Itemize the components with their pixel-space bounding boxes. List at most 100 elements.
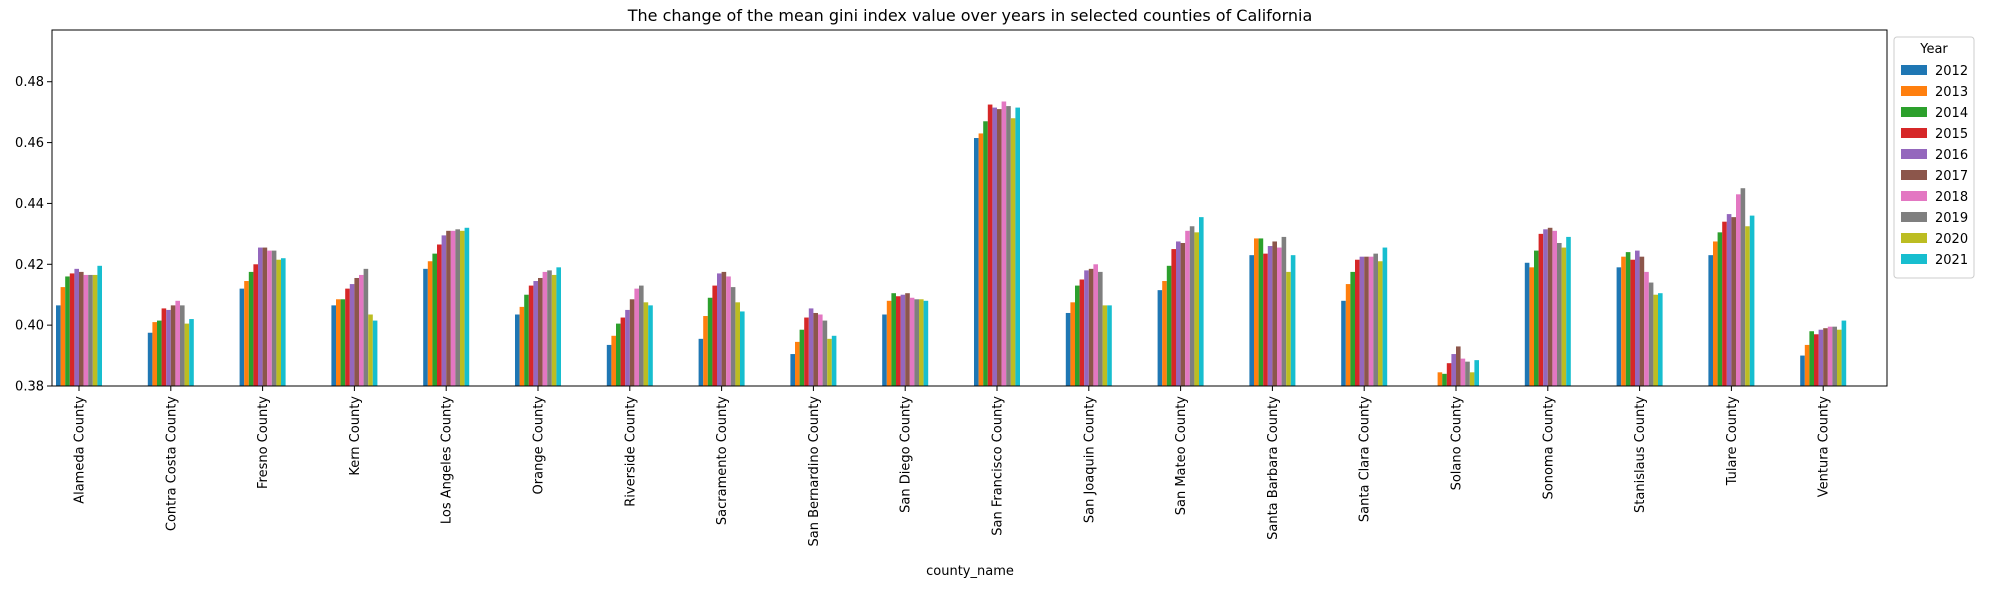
x-tick-label: Sacramento County: [715, 396, 730, 525]
x-tick-label: San Mateo County: [1174, 396, 1189, 516]
bar-2013-19: [1804, 344, 1810, 386]
bar-2012-13: [1249, 255, 1254, 386]
bar-2013-16: [1529, 267, 1534, 386]
y-tick-label: 0.42: [15, 258, 44, 273]
x-tick-label: Alameda County: [73, 396, 88, 504]
bar-2018-3: [359, 274, 364, 386]
bar-2018-5: [542, 271, 548, 386]
bar-2017-12: [1180, 242, 1186, 386]
bar-2012-4: [423, 268, 428, 386]
bar-2016-17: [1635, 250, 1640, 386]
bar-2015-6: [620, 317, 626, 386]
bar-2021-10: [1015, 107, 1020, 386]
bar-2017-3: [354, 277, 359, 386]
bar-2013-8: [795, 341, 800, 386]
bar-2018-15: [1460, 358, 1466, 386]
legend-swatch-2018: [1901, 191, 1927, 201]
bar-2016-16: [1543, 229, 1548, 386]
legend-label-2020: 2020: [1935, 232, 1968, 247]
x-tick-label: Tulare County: [1725, 396, 1740, 487]
bar-2020-17: [1653, 294, 1658, 386]
bar-2017-7: [721, 271, 727, 386]
bar-2012-11: [1065, 312, 1071, 386]
x-axis: Alameda County Contra Costa County Fresno …: [73, 386, 1832, 546]
bar-2019-6: [639, 285, 644, 386]
bar-2012-9: [882, 314, 887, 386]
bar-2014-19: [1809, 331, 1814, 386]
bar-2014-15: [1442, 373, 1447, 386]
bar-2020-8: [827, 338, 832, 386]
bar-2021-0: [97, 265, 102, 386]
bar-2018-4: [450, 230, 456, 386]
y-axis: 0.38 0.40 0.42 0.44 0.46 0.48: [15, 75, 52, 395]
x-tick-label: San Francisco County: [991, 396, 1006, 536]
bar-2012-19: [1800, 355, 1805, 386]
legend-label-2016: 2016: [1935, 148, 1968, 163]
y-tick-label: 0.46: [15, 136, 44, 151]
bar-2018-11: [1093, 264, 1098, 386]
bar-2021-9: [923, 300, 929, 386]
bar-2017-17: [1639, 256, 1645, 386]
bar-2021-3: [372, 320, 378, 386]
bar-2018-17: [1644, 271, 1649, 386]
bar-2020-7: [735, 302, 740, 386]
bar-2017-8: [813, 312, 818, 386]
bar-2015-0: [69, 273, 75, 386]
legend-label-2021: 2021: [1935, 253, 1968, 268]
bars-group: [56, 101, 1847, 387]
bar-2019-10: [1006, 106, 1011, 386]
x-tick-label: San Diego County: [899, 396, 914, 513]
plot-frame: [51, 29, 1888, 387]
legend: Year 2012 2013 2014 2015 2016 2017 2018 2019 202…: [1893, 36, 1975, 279]
x-tick-label: Santa Barbara County: [1266, 396, 1281, 540]
bar-2019-7: [730, 287, 736, 386]
bar-2017-14: [1364, 256, 1369, 386]
bar-2015-1: [161, 308, 167, 386]
bar-2013-13: [1254, 238, 1259, 386]
bar-2014-9: [891, 293, 896, 386]
bar-2019-0: [88, 274, 93, 386]
bar-2016-15: [1451, 354, 1456, 386]
bar-2020-5: [551, 274, 557, 386]
bar-2013-11: [1070, 302, 1075, 386]
bar-2019-9: [914, 299, 919, 386]
bar-2018-6: [634, 288, 639, 386]
bar-2015-2: [253, 264, 258, 386]
bar-2014-8: [799, 329, 805, 386]
bar-2020-18: [1745, 226, 1750, 386]
bar-2017-5: [538, 277, 543, 386]
bar-2016-18: [1726, 214, 1732, 386]
bar-2014-3: [340, 299, 346, 386]
bar-2017-6: [629, 299, 635, 386]
bar-2013-6: [611, 335, 616, 386]
bar-2021-16: [1566, 236, 1571, 386]
bar-2015-19: [1814, 334, 1819, 386]
bar-2016-3: [349, 284, 355, 386]
bar-2021-14: [1382, 247, 1388, 386]
y-tick-label: 0.38: [15, 380, 44, 395]
bar-2021-19: [1841, 320, 1847, 386]
x-tick-label: Ventura County: [1817, 396, 1832, 498]
bar-2014-16: [1534, 250, 1539, 386]
bar-2017-9: [905, 293, 910, 386]
bar-2020-4: [460, 230, 465, 386]
legend-swatch-2015: [1901, 128, 1927, 138]
x-tick-label: Orange County: [532, 396, 547, 495]
bar-2014-14: [1350, 271, 1355, 386]
bar-2019-19: [1832, 326, 1837, 386]
bar-2018-18: [1736, 194, 1741, 386]
bar-2018-7: [726, 276, 731, 386]
bar-2019-11: [1098, 271, 1103, 386]
bar-2014-2: [248, 271, 254, 386]
bar-2018-12: [1185, 230, 1190, 386]
legend-swatch-2014: [1901, 107, 1927, 117]
legend-label-2014: 2014: [1935, 106, 1968, 121]
bar-2019-14: [1373, 253, 1378, 386]
bar-2019-1: [180, 305, 185, 386]
x-axis-label: county_name: [926, 564, 1014, 579]
bar-2020-13: [1286, 271, 1291, 386]
bar-2021-13: [1290, 255, 1296, 386]
legend-swatch-2019: [1901, 212, 1927, 222]
bar-2015-10: [987, 104, 993, 387]
